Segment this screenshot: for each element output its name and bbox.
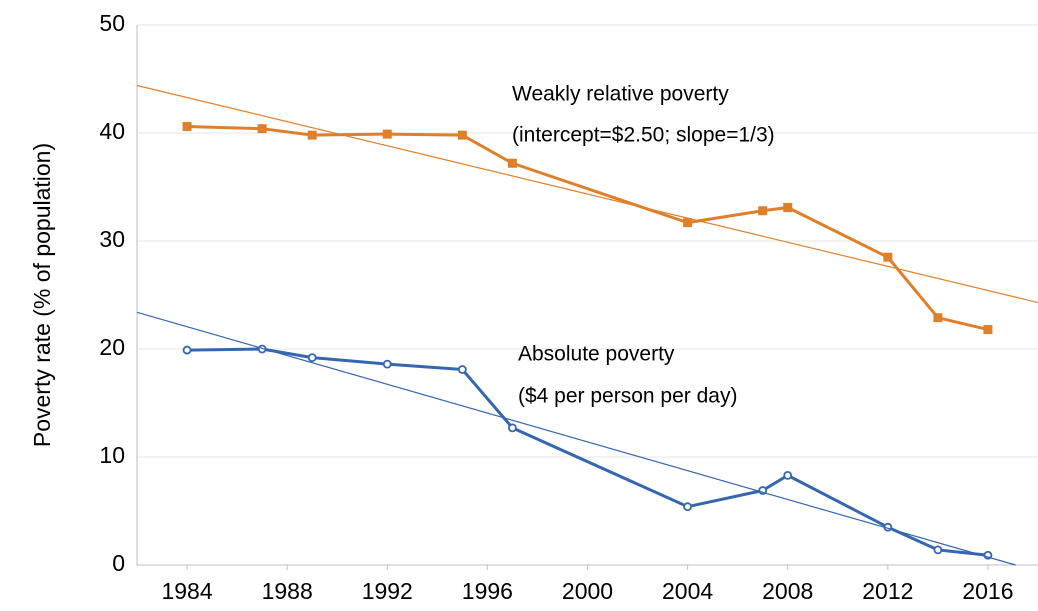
x-tick-label: 1984 (161, 578, 212, 604)
y-tick-label: 50 (99, 10, 125, 36)
marker (382, 129, 392, 139)
marker (683, 502, 693, 512)
x-tick-label: 2008 (762, 578, 813, 604)
marker (758, 206, 768, 216)
x-tick-label: 2016 (962, 578, 1013, 604)
marker (382, 359, 392, 369)
marker (457, 365, 467, 374)
marker (457, 130, 467, 140)
series-line (187, 347, 989, 557)
marker (182, 345, 192, 355)
x-tick-label: 2004 (662, 578, 713, 604)
marker (182, 122, 192, 132)
annotation: Weakly relative poverty (512, 83, 729, 106)
trend-line (136, 84, 1038, 304)
x-tick-label: 1996 (462, 578, 513, 604)
marker (883, 252, 893, 262)
marker (933, 545, 943, 555)
marker (783, 470, 793, 480)
marker (783, 203, 793, 213)
marker (307, 353, 317, 363)
marker (307, 130, 317, 140)
y-tick-label: 40 (99, 118, 125, 144)
marker (933, 313, 943, 323)
trend-line (136, 311, 1016, 566)
y-axis-label: Poverty rate (% of population) (29, 143, 55, 447)
marker (983, 325, 993, 335)
x-tick-label: 1992 (362, 578, 413, 604)
y-tick-label: 20 (99, 334, 125, 360)
marker (507, 158, 517, 168)
y-tick-label: 0 (112, 550, 125, 576)
y-tick-label: 10 (99, 442, 125, 468)
annotation: (intercept=$2.50; slope=1/3) (512, 124, 775, 147)
annotation: ($4 per person per day) (518, 385, 737, 408)
y-tick-label: 30 (99, 226, 125, 252)
marker (257, 124, 267, 134)
x-tick-label: 2000 (562, 578, 613, 604)
annotation: Absolute poverty (518, 343, 675, 366)
x-tick-label: 2012 (862, 578, 913, 604)
marker (683, 218, 693, 228)
series-line (187, 125, 989, 332)
marker (508, 423, 517, 433)
x-tick-label: 1988 (262, 578, 313, 604)
